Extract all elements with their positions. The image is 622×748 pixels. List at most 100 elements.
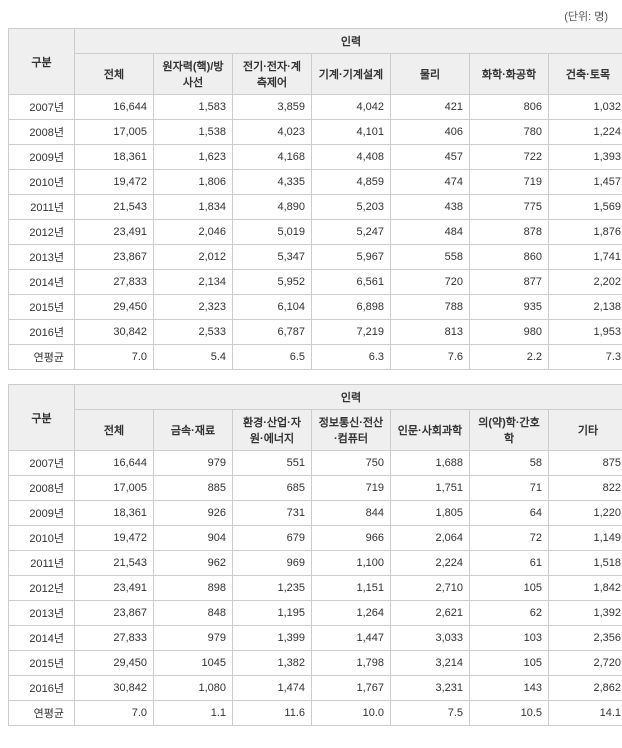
total-cell: 23,491	[75, 576, 154, 601]
value-cell: 1,447	[312, 626, 391, 651]
total-cell: 23,867	[75, 245, 154, 270]
total-cell: 18,361	[75, 501, 154, 526]
value-cell: 788	[391, 295, 470, 320]
value-cell: 2,138	[549, 295, 622, 320]
value-cell: 5,952	[233, 270, 312, 295]
year-cell: 2008년	[9, 476, 75, 501]
value-cell: 2,046	[154, 220, 233, 245]
year-cell: 2007년	[9, 95, 75, 120]
table-2-body: 2007년16,6449795517501,688588752008년17,00…	[9, 451, 622, 726]
table-row: 2012년23,4912,0465,0195,2474848781,876	[9, 220, 622, 245]
value-cell: 1,264	[312, 601, 391, 626]
value-cell: 6,561	[312, 270, 391, 295]
value-cell: 1,399	[233, 626, 312, 651]
value-cell: 1,382	[233, 651, 312, 676]
avg-value-cell: 7.5	[391, 701, 470, 726]
value-cell: 4,042	[312, 95, 391, 120]
avg-value-cell: 10.0	[312, 701, 391, 726]
value-cell: 3,033	[391, 626, 470, 651]
table-row: 2013년23,8672,0125,3475,9675588601,741	[9, 245, 622, 270]
value-cell: 2,621	[391, 601, 470, 626]
value-cell: 1,767	[312, 676, 391, 701]
value-cell: 1,798	[312, 651, 391, 676]
year-cell: 2013년	[9, 601, 75, 626]
value-cell: 860	[470, 245, 549, 270]
value-cell: 1,834	[154, 195, 233, 220]
year-cell: 2011년	[9, 551, 75, 576]
value-cell: 72	[470, 526, 549, 551]
value-cell: 1,623	[154, 145, 233, 170]
value-cell: 1,080	[154, 676, 233, 701]
col-h6: 건축·토목	[549, 54, 622, 95]
value-cell: 979	[154, 626, 233, 651]
value-cell: 806	[470, 95, 549, 120]
value-cell: 1,195	[233, 601, 312, 626]
value-cell: 551	[233, 451, 312, 476]
value-cell: 71	[470, 476, 549, 501]
value-cell: 2,224	[391, 551, 470, 576]
value-cell: 878	[470, 220, 549, 245]
avg-label-cell: 연평균	[9, 345, 75, 370]
value-cell: 813	[391, 320, 470, 345]
value-cell: 1,474	[233, 676, 312, 701]
value-cell: 64	[470, 501, 549, 526]
value-cell: 979	[154, 451, 233, 476]
value-cell: 474	[391, 170, 470, 195]
value-cell: 875	[549, 451, 622, 476]
value-cell: 1,393	[549, 145, 622, 170]
col-h4: 물리	[391, 54, 470, 95]
table-row: 2010년19,4729046799662,064721,149	[9, 526, 622, 551]
value-cell: 1,688	[391, 451, 470, 476]
total-cell: 21,543	[75, 195, 154, 220]
avg-value-cell: 2.2	[470, 345, 549, 370]
avg-value-cell: 5.4	[154, 345, 233, 370]
value-cell: 7,219	[312, 320, 391, 345]
value-cell: 457	[391, 145, 470, 170]
total-cell: 19,472	[75, 526, 154, 551]
value-cell: 2,012	[154, 245, 233, 270]
value-cell: 5,247	[312, 220, 391, 245]
table-row: 2016년30,8421,0801,4741,7673,2311432,862	[9, 676, 622, 701]
value-cell: 1,224	[549, 120, 622, 145]
col-total: 전체	[75, 410, 154, 451]
col-h2: 환경·산업·자원·에너지	[233, 410, 312, 451]
value-cell: 6,898	[312, 295, 391, 320]
year-cell: 2010년	[9, 526, 75, 551]
value-cell: 484	[391, 220, 470, 245]
col-h5: 의(약)학·간호학	[470, 410, 549, 451]
col-total: 전체	[75, 54, 154, 95]
value-cell: 1,457	[549, 170, 622, 195]
value-cell: 4,408	[312, 145, 391, 170]
value-cell: 1,220	[549, 501, 622, 526]
value-cell: 1,149	[549, 526, 622, 551]
value-cell: 62	[470, 601, 549, 626]
value-cell: 885	[154, 476, 233, 501]
value-cell: 980	[470, 320, 549, 345]
year-cell: 2007년	[9, 451, 75, 476]
year-cell: 2010년	[9, 170, 75, 195]
value-cell: 775	[470, 195, 549, 220]
total-cell: 30,842	[75, 676, 154, 701]
value-cell: 4,859	[312, 170, 391, 195]
value-cell: 421	[391, 95, 470, 120]
value-cell: 1,518	[549, 551, 622, 576]
total-cell: 19,472	[75, 170, 154, 195]
value-cell: 2,323	[154, 295, 233, 320]
table-1-body: 2007년16,6441,5833,8594,0424218061,032200…	[9, 95, 622, 370]
value-cell: 1,151	[312, 576, 391, 601]
avg-value-cell: 7.6	[391, 345, 470, 370]
value-cell: 2,710	[391, 576, 470, 601]
table-row-avg: 연평균7.05.46.56.37.62.27.3	[9, 345, 622, 370]
value-cell: 105	[470, 576, 549, 601]
total-cell: 17,005	[75, 476, 154, 501]
value-cell: 750	[312, 451, 391, 476]
year-cell: 2012년	[9, 220, 75, 245]
col-h2: 전기·전자·계측제어	[233, 54, 312, 95]
value-cell: 2,862	[549, 676, 622, 701]
year-cell: 2009년	[9, 145, 75, 170]
value-cell: 3,859	[233, 95, 312, 120]
value-cell: 2,356	[549, 626, 622, 651]
unit-label: (단위: 명)	[8, 8, 614, 24]
col-h3: 기계·기계설계	[312, 54, 391, 95]
avg-label-cell: 연평균	[9, 701, 75, 726]
